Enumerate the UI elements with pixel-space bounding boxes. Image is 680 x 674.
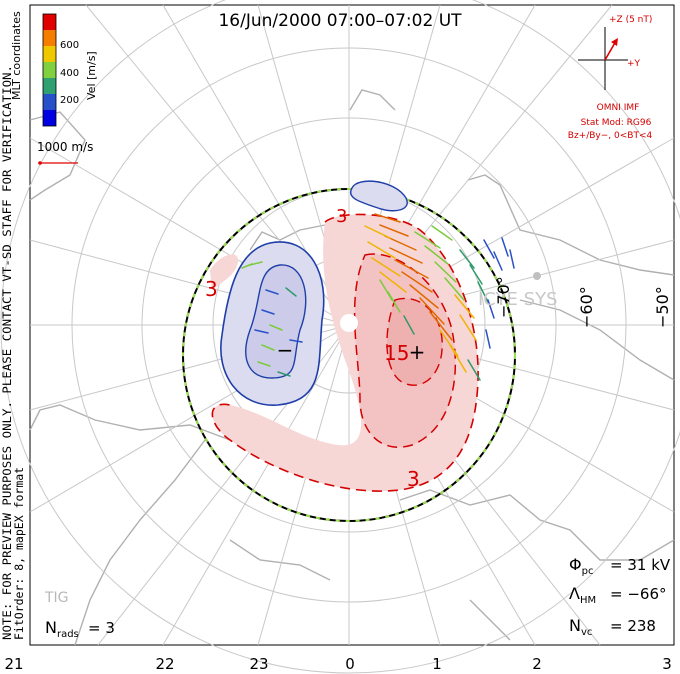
phi-pc-value: = 31 kV [610, 556, 671, 574]
n-rads-value: = 3 [88, 619, 115, 637]
colorbar-frame [42, 13, 57, 127]
mlt-label-1: 1 [432, 655, 442, 673]
pole-marker [340, 314, 358, 332]
n-vc-value: = 238 [610, 617, 656, 635]
contour-label-3: 15 [384, 341, 409, 365]
velocity-vectors [241, 213, 515, 381]
imf-dial: +Z (5 nT) +Y OMNI IMF Stat Mod: RG96 Bz+… [568, 15, 653, 141]
mlt-label-3: 3 [662, 655, 672, 673]
mlt-label-22: 22 [155, 655, 174, 673]
mlt-label-0: 0 [345, 655, 355, 673]
lambda-hm-symbol: ΛHM [569, 584, 596, 606]
contour-label-4: 3 [407, 467, 420, 491]
coastline [29, 89, 675, 646]
stats-panel: Φpc = 31 kV ΛHM = −66° Nvc = 238 Nrads =… [45, 555, 671, 640]
contour-label-2: 3 [205, 277, 218, 301]
phi-pc-symbol: Φpc [569, 555, 593, 577]
station-marker [533, 272, 541, 280]
maximum-marker: + [409, 340, 426, 364]
colorbar-label: Vel [m/s] [85, 51, 98, 100]
mlt-label-21: 21 [4, 655, 23, 673]
imf-model: Stat Mod: RG96 [581, 118, 652, 128]
latitude-labels: −70° −60° −50° [494, 276, 672, 328]
vector-scale-label: 1000 m/s [37, 140, 93, 154]
contour-label-1: 3 [336, 206, 347, 227]
positive-cell-core [386, 297, 443, 386]
lat-label-70: −70° [494, 276, 513, 318]
fit-info: FitOrder: 8, mapEX format [12, 467, 26, 640]
colorbar-seg-4 [43, 78, 56, 94]
lat-label-50: −50° [653, 286, 672, 328]
imf-source: OMNI IMF [597, 103, 640, 113]
colorbar-tick-200: 200 [60, 95, 79, 106]
imf-condition: Bz+/By−, 0<BT<4 [568, 131, 653, 141]
mlt-label-2: 2 [532, 655, 542, 673]
preview-note: NOTE: FOR PREVIEW PURPOSES ONLY. PLEASE … [0, 65, 14, 640]
n-vc-symbol: Nvc [569, 616, 592, 638]
colorbar-tick-600: 600 [60, 40, 79, 51]
lat-label-60: −60° [577, 286, 596, 328]
lambda-hm-value: = −66° [610, 585, 667, 603]
colorbar-seg-2 [43, 46, 56, 62]
colorbar-seg-5 [43, 94, 56, 110]
colorbar: 600 400 200 Vel [m/s] [42, 13, 98, 127]
colorbar-seg-0 [43, 14, 56, 30]
colorbar-seg-3 [43, 62, 56, 78]
imf-vector [604, 40, 617, 61]
vector-scale-origin [38, 161, 42, 165]
station-faint-label: ICYE SYS [478, 289, 558, 310]
imf-arrowhead [611, 38, 618, 46]
colorbar-seg-6 [43, 110, 56, 126]
map-title: 16/Jun/2000 07:00–07:02 UT [218, 11, 462, 31]
minimum-marker: − [277, 338, 294, 362]
mlt-label-23: 23 [249, 655, 268, 673]
colorbar-seg-1 [43, 30, 56, 46]
n-rads-symbol: Nrads [45, 618, 79, 640]
positive-cell-3kv [211, 213, 479, 492]
mlt-axis: 21 22 23 0 1 2 3 [4, 655, 671, 673]
colorbar-tick-400: 400 [60, 68, 79, 79]
hm-boundary-dash [182, 188, 516, 522]
positive-cell-small [210, 254, 239, 290]
negative-cell-inner [245, 264, 307, 379]
coords-label: MLT coordinates [10, 11, 23, 100]
negative-cell-upper [349, 180, 408, 212]
imf-y-label: +Y [627, 59, 641, 69]
imf-z-label: +Z (5 nT) [609, 15, 652, 25]
radar-label: TIG [44, 590, 69, 606]
